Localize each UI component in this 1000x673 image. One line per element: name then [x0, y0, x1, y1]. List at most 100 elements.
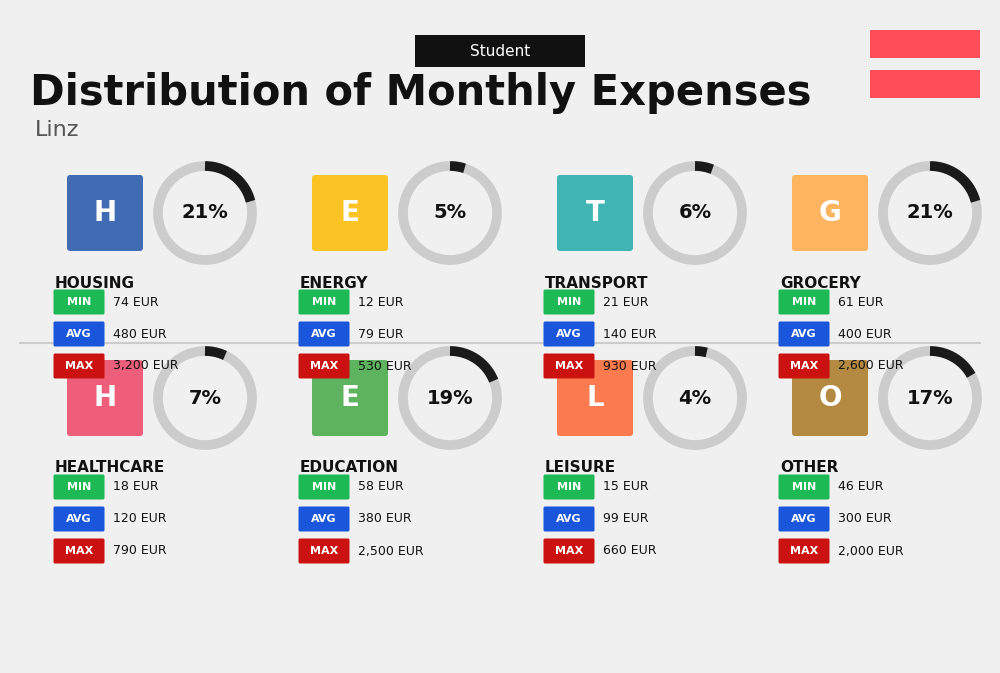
Text: 300 EUR: 300 EUR [838, 513, 892, 526]
FancyBboxPatch shape [298, 507, 350, 532]
Text: Linz: Linz [35, 120, 80, 140]
FancyBboxPatch shape [312, 360, 388, 436]
Text: 18 EUR: 18 EUR [113, 481, 159, 493]
FancyBboxPatch shape [544, 507, 594, 532]
Text: H: H [93, 199, 117, 227]
FancyBboxPatch shape [54, 474, 104, 499]
Text: 2,500 EUR: 2,500 EUR [358, 544, 424, 557]
Text: L: L [586, 384, 604, 412]
Text: Student: Student [470, 44, 530, 59]
Text: 46 EUR: 46 EUR [838, 481, 884, 493]
Text: 15 EUR: 15 EUR [603, 481, 649, 493]
Text: HOUSING: HOUSING [55, 275, 135, 291]
Text: MIN: MIN [312, 482, 336, 492]
FancyBboxPatch shape [544, 353, 594, 378]
Text: EDUCATION: EDUCATION [300, 460, 399, 476]
Text: E: E [341, 384, 359, 412]
FancyBboxPatch shape [544, 538, 594, 563]
Text: G: G [819, 199, 841, 227]
Text: 79 EUR: 79 EUR [358, 328, 404, 341]
Text: AVG: AVG [66, 329, 92, 339]
FancyBboxPatch shape [298, 538, 350, 563]
Text: 21 EUR: 21 EUR [603, 295, 648, 308]
FancyBboxPatch shape [778, 474, 830, 499]
Text: AVG: AVG [556, 514, 582, 524]
Text: MAX: MAX [65, 546, 93, 556]
FancyBboxPatch shape [870, 30, 980, 58]
Text: AVG: AVG [791, 514, 817, 524]
Text: 2,000 EUR: 2,000 EUR [838, 544, 904, 557]
Text: Distribution of Monthly Expenses: Distribution of Monthly Expenses [30, 72, 812, 114]
Text: 61 EUR: 61 EUR [838, 295, 884, 308]
FancyBboxPatch shape [67, 175, 143, 251]
FancyBboxPatch shape [544, 289, 594, 314]
Text: MIN: MIN [792, 482, 816, 492]
Text: AVG: AVG [311, 514, 337, 524]
Text: MAX: MAX [65, 361, 93, 371]
FancyBboxPatch shape [54, 538, 104, 563]
Text: ENERGY: ENERGY [300, 275, 368, 291]
Text: 380 EUR: 380 EUR [358, 513, 412, 526]
Text: E: E [341, 199, 359, 227]
Text: AVG: AVG [556, 329, 582, 339]
Text: 21%: 21% [907, 203, 953, 223]
FancyBboxPatch shape [557, 175, 633, 251]
FancyBboxPatch shape [54, 289, 104, 314]
FancyBboxPatch shape [298, 289, 350, 314]
Text: MAX: MAX [790, 546, 818, 556]
Text: 3,200 EUR: 3,200 EUR [113, 359, 178, 372]
Text: O: O [818, 384, 842, 412]
Text: 19%: 19% [427, 388, 473, 407]
Text: MAX: MAX [310, 546, 338, 556]
Text: 5%: 5% [433, 203, 467, 223]
Text: 99 EUR: 99 EUR [603, 513, 648, 526]
Text: LEISURE: LEISURE [545, 460, 616, 476]
Text: OTHER: OTHER [780, 460, 838, 476]
Text: MIN: MIN [67, 297, 91, 307]
Text: MIN: MIN [557, 482, 581, 492]
FancyBboxPatch shape [298, 322, 350, 347]
Text: 2,600 EUR: 2,600 EUR [838, 359, 904, 372]
Text: MAX: MAX [555, 546, 583, 556]
FancyBboxPatch shape [67, 360, 143, 436]
Text: MAX: MAX [555, 361, 583, 371]
Text: 7%: 7% [188, 388, 222, 407]
Text: 400 EUR: 400 EUR [838, 328, 892, 341]
Text: 140 EUR: 140 EUR [603, 328, 656, 341]
FancyBboxPatch shape [415, 35, 585, 67]
Text: MIN: MIN [557, 297, 581, 307]
Text: 4%: 4% [678, 388, 712, 407]
Text: AVG: AVG [66, 514, 92, 524]
Text: 6%: 6% [678, 203, 712, 223]
FancyBboxPatch shape [54, 322, 104, 347]
Text: MIN: MIN [312, 297, 336, 307]
FancyBboxPatch shape [312, 175, 388, 251]
FancyBboxPatch shape [792, 360, 868, 436]
FancyBboxPatch shape [792, 175, 868, 251]
Text: 480 EUR: 480 EUR [113, 328, 167, 341]
Text: 790 EUR: 790 EUR [113, 544, 167, 557]
Text: 930 EUR: 930 EUR [603, 359, 656, 372]
Text: HEALTHCARE: HEALTHCARE [55, 460, 165, 476]
Text: 74 EUR: 74 EUR [113, 295, 159, 308]
Text: T: T [586, 199, 604, 227]
Text: TRANSPORT: TRANSPORT [545, 275, 648, 291]
Text: 530 EUR: 530 EUR [358, 359, 412, 372]
FancyBboxPatch shape [778, 322, 830, 347]
FancyBboxPatch shape [778, 289, 830, 314]
FancyBboxPatch shape [778, 507, 830, 532]
Text: 21%: 21% [182, 203, 228, 223]
Text: 17%: 17% [907, 388, 953, 407]
Text: H: H [93, 384, 117, 412]
FancyBboxPatch shape [870, 70, 980, 98]
Text: 120 EUR: 120 EUR [113, 513, 166, 526]
FancyBboxPatch shape [298, 353, 350, 378]
Text: 660 EUR: 660 EUR [603, 544, 656, 557]
Text: AVG: AVG [791, 329, 817, 339]
Text: MIN: MIN [792, 297, 816, 307]
FancyBboxPatch shape [54, 353, 104, 378]
FancyBboxPatch shape [778, 353, 830, 378]
FancyBboxPatch shape [54, 507, 104, 532]
Text: MAX: MAX [790, 361, 818, 371]
Text: AVG: AVG [311, 329, 337, 339]
